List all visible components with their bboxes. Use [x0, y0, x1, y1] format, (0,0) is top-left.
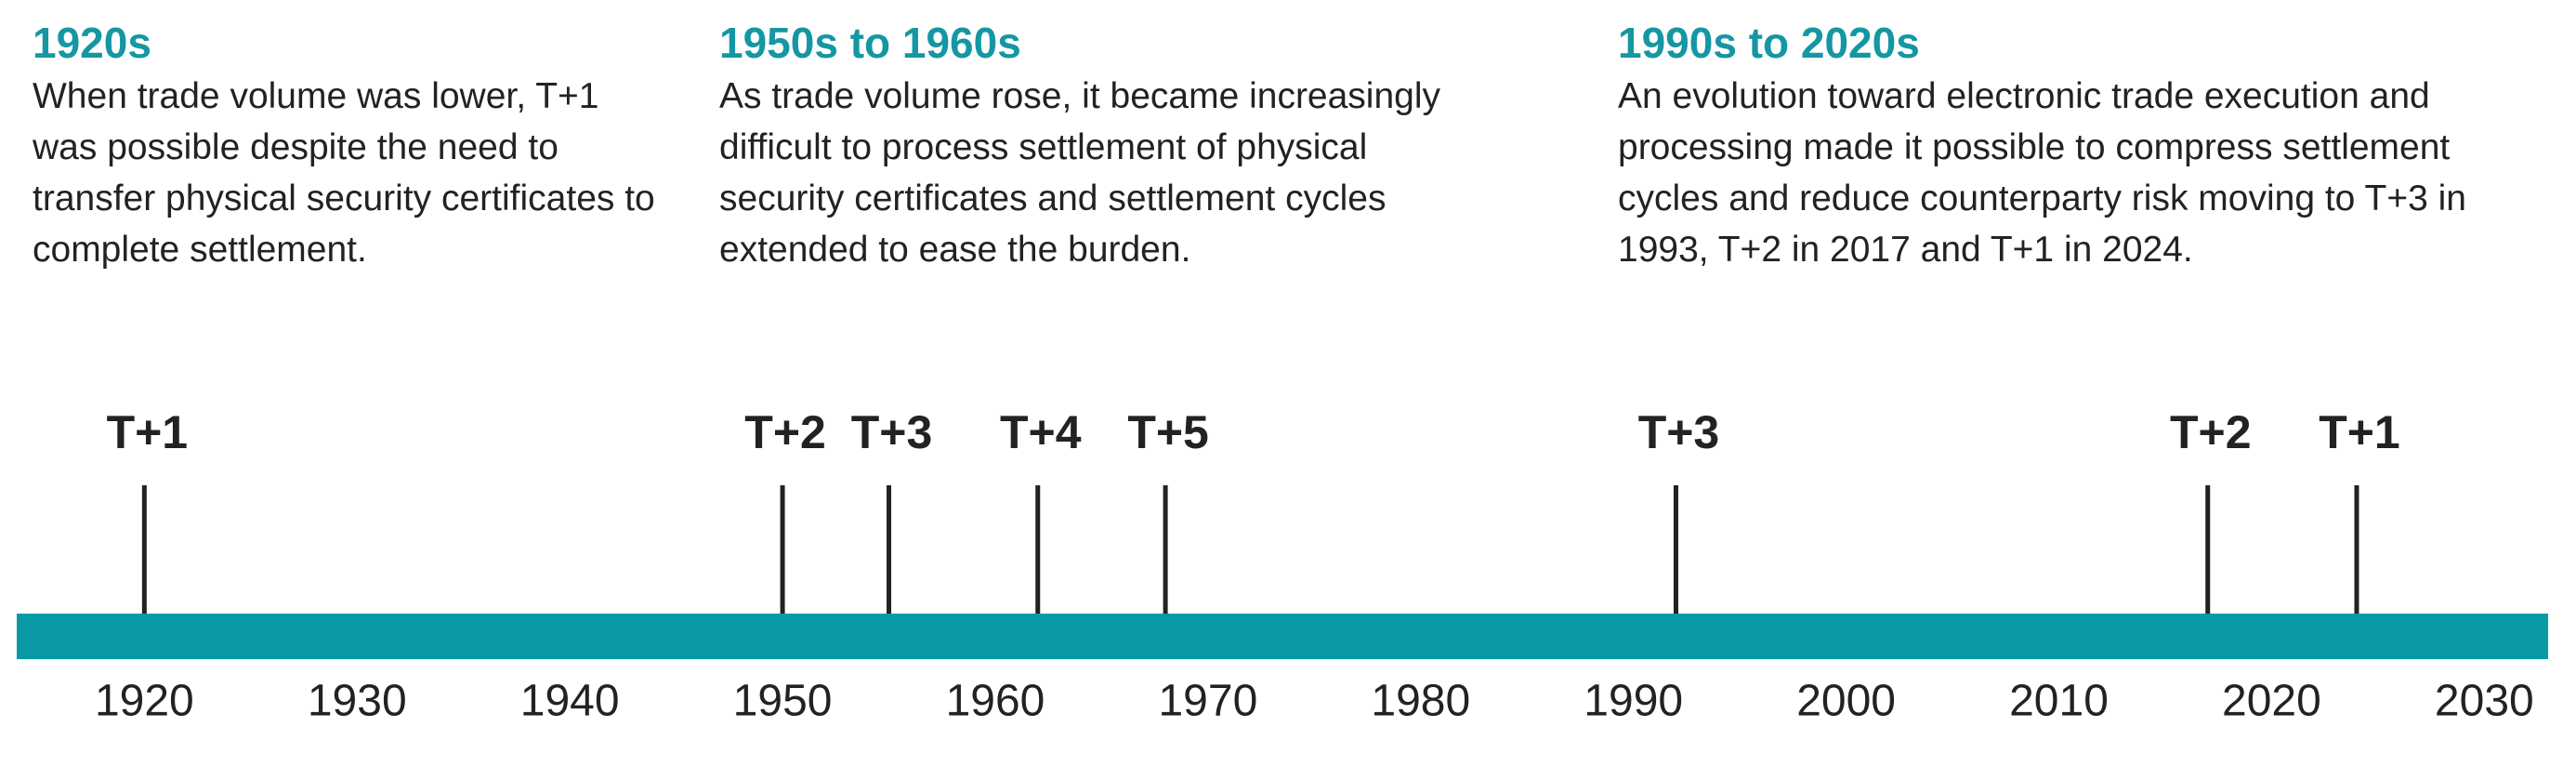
annotation: 1950s to 1960s As trade volume rose, it …	[719, 17, 1500, 275]
event-label: T+2	[2170, 406, 2252, 458]
event-label: T+1	[2319, 406, 2400, 458]
event-label: T+1	[107, 406, 189, 458]
event-label: T+5	[1127, 406, 1209, 458]
annotation-text: As trade volume rose, it became increasi…	[719, 76, 1441, 270]
x-tick-label: 1950	[733, 677, 833, 726]
x-tick-label: 2020	[2222, 677, 2321, 726]
x-tick-label: 1980	[1371, 677, 1470, 726]
annotation-title: 1990s to 2020s	[1618, 19, 1920, 67]
x-tick-label: 1970	[1158, 677, 1257, 726]
annotation-title: 1920s	[33, 19, 151, 67]
annotation: 1920s When trade volume was lower, T+1 w…	[33, 17, 655, 275]
x-tick-label: 2030	[2435, 677, 2534, 726]
x-tick-label: 2000	[1796, 677, 1896, 726]
x-tick-label: 1960	[946, 677, 1045, 726]
annotation-text: When trade volume was lower, T+1 was pos…	[33, 76, 655, 270]
timeline-bar	[17, 614, 2548, 659]
annotation-title: 1950s to 1960s	[719, 19, 1021, 67]
x-tick-label: 1920	[95, 677, 194, 726]
x-tick-label: 1930	[308, 677, 407, 726]
annotation: 1990s to 2020s An evolution toward elect…	[1618, 17, 2529, 275]
x-tick-label: 1940	[520, 677, 620, 726]
event-label: T+3	[1638, 406, 1720, 458]
x-tick-label: 2010	[2009, 677, 2109, 726]
annotation-text: An evolution toward electronic trade exe…	[1618, 76, 2466, 270]
x-tick-label: 1990	[1584, 677, 1683, 726]
event-label: T+3	[851, 406, 933, 458]
event-label: T+2	[744, 406, 826, 458]
event-label: T+4	[1000, 406, 1082, 458]
